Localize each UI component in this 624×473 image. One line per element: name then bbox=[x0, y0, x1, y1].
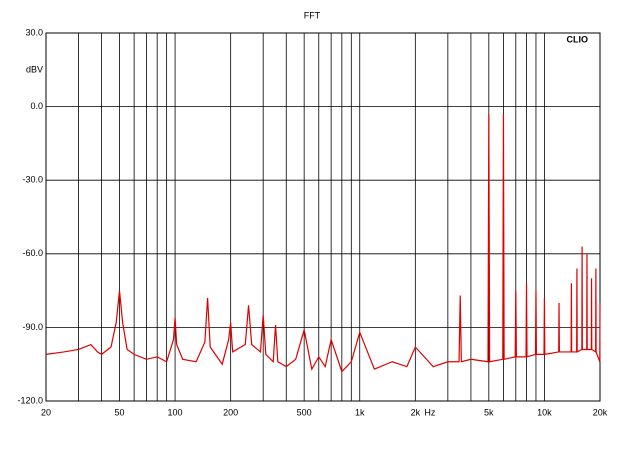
x-tick-label: 1k bbox=[355, 407, 365, 417]
y-tick-label: 0.0 bbox=[30, 101, 43, 111]
y-tick-label: -120.0 bbox=[17, 395, 43, 405]
x-tick-label: 20k bbox=[593, 407, 608, 417]
y-tick-label: 30.0 bbox=[25, 27, 43, 37]
y-tick-label: -30.0 bbox=[22, 175, 43, 185]
x-tick-label: 100 bbox=[168, 407, 183, 417]
x-axis-label: Hz bbox=[424, 407, 435, 417]
spectrum-line bbox=[45, 113, 601, 373]
x-tick-label: 200 bbox=[223, 407, 238, 417]
y-tick-label: -90.0 bbox=[22, 322, 43, 332]
y-axis-label: dBV bbox=[26, 64, 43, 74]
x-tick-label: 500 bbox=[297, 407, 312, 417]
x-tick-label: 20 bbox=[41, 407, 51, 417]
x-tick-label: 5k bbox=[484, 407, 494, 417]
x-tick-label: 10k bbox=[537, 407, 552, 417]
watermark: CLIO bbox=[567, 34, 589, 44]
x-tick-label: 50 bbox=[114, 407, 124, 417]
plot-area bbox=[45, 32, 601, 402]
chart-title: FFT bbox=[304, 10, 321, 20]
x-tick-label: 2k bbox=[411, 407, 421, 417]
y-tick-label: -60.0 bbox=[22, 248, 43, 258]
